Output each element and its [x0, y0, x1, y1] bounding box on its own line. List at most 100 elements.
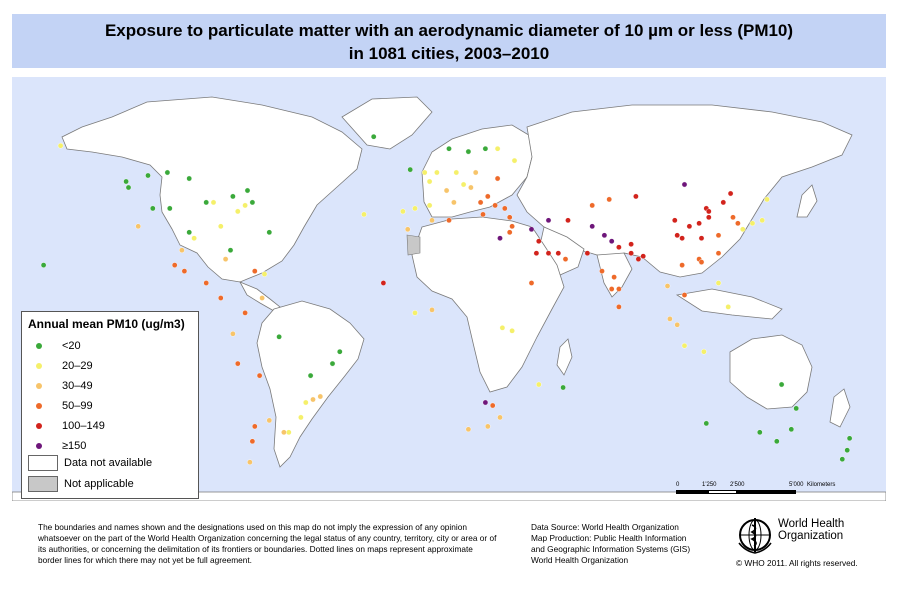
city-dot	[210, 199, 217, 206]
who-name-line-1: World Health	[778, 518, 845, 530]
city-dot	[249, 438, 256, 445]
city-dot	[555, 250, 562, 256]
who-emblem-icon	[738, 518, 772, 554]
data-source-block: Data Source: World Health Organization M…	[531, 522, 701, 566]
city-dot	[421, 169, 428, 176]
city-dot	[674, 232, 681, 239]
city-dot	[679, 235, 685, 241]
city-dot	[681, 181, 688, 188]
city-dot	[482, 145, 489, 152]
scale-unit: Kilometers	[807, 482, 836, 488]
purple-dot-icon	[36, 443, 42, 449]
legend-label: ≥150	[62, 440, 87, 452]
land-asia	[516, 104, 853, 278]
who-organization-name: World Health Organization	[778, 518, 844, 542]
city-dot	[706, 214, 712, 221]
city-dot	[480, 211, 486, 218]
city-dot	[606, 196, 613, 203]
city-dot	[40, 262, 47, 268]
city-dot	[261, 271, 268, 277]
city-dot	[266, 417, 273, 424]
city-dot	[298, 414, 304, 421]
scale-tick-5000: 5'000	[789, 482, 804, 488]
city-dot	[506, 214, 513, 221]
city-dot	[446, 217, 452, 224]
city-dot	[759, 217, 766, 224]
city-dot	[135, 223, 141, 230]
city-dot	[251, 268, 258, 274]
yellow-dot-icon	[36, 363, 42, 369]
scale-bar: 0 1'250 2'500 5'000 Kilometers	[676, 482, 846, 498]
city-dot	[404, 226, 411, 233]
city-dot	[281, 429, 287, 436]
land-antarctica-edge	[12, 491, 886, 501]
city-dot	[565, 217, 571, 224]
city-dot	[844, 447, 851, 454]
scale-segment	[676, 490, 708, 494]
city-dot	[536, 381, 542, 388]
city-dot	[616, 304, 622, 310]
legend-label: 30–49	[62, 380, 93, 392]
city-dots	[40, 133, 853, 466]
land-sea-islands	[675, 288, 783, 320]
city-dot	[259, 295, 265, 301]
city-dot	[672, 217, 678, 224]
city-dot	[171, 262, 178, 268]
city-dot	[227, 247, 234, 253]
city-dot	[679, 262, 685, 268]
city-dot	[477, 199, 484, 206]
city-dot	[429, 217, 435, 224]
city-dot	[310, 396, 316, 403]
city-dot	[489, 402, 496, 409]
city-dot	[145, 172, 151, 179]
city-dot	[317, 393, 324, 400]
city-dot	[545, 217, 552, 224]
city-dot	[511, 157, 518, 164]
city-dot	[446, 145, 452, 152]
land-japan	[796, 184, 818, 218]
city-dot	[740, 226, 746, 233]
city-dot	[412, 205, 418, 212]
city-dot	[203, 280, 209, 286]
data-not-available-label: Data not available	[64, 457, 153, 469]
city-dot	[230, 193, 236, 200]
land-australia	[729, 334, 813, 410]
city-dot	[494, 175, 501, 182]
city-dot	[249, 199, 256, 206]
city-dot	[788, 426, 795, 433]
legend: Annual mean PM10 (ug/m3) <20 20–29 30–49…	[21, 311, 199, 499]
city-dot	[616, 244, 622, 250]
map-title-band: Exposure to particulate matter with an a…	[12, 14, 886, 68]
city-dot	[506, 229, 513, 236]
city-dot	[601, 232, 608, 239]
green-dot-icon	[36, 343, 42, 349]
scale-tick-1250: 1'250	[702, 482, 717, 488]
city-dot	[536, 238, 542, 244]
city-dot	[429, 307, 435, 313]
city-dot	[611, 274, 617, 280]
city-dot	[242, 202, 248, 209]
legend-label: 20–29	[62, 360, 93, 372]
city-dot	[370, 133, 377, 140]
city-dot	[703, 420, 710, 427]
city-dot	[674, 321, 681, 328]
city-dot	[608, 238, 615, 244]
city-dot	[329, 360, 336, 367]
city-dot	[584, 250, 591, 256]
city-dot	[533, 250, 540, 256]
city-dot	[123, 178, 129, 185]
city-dot	[681, 292, 688, 298]
city-dot	[244, 187, 251, 194]
city-dot	[509, 327, 515, 334]
land-new-zealand	[829, 388, 851, 428]
data-not-available-swatch	[28, 455, 58, 471]
light-orange-dot-icon	[36, 383, 42, 389]
copyright: © WHO 2011. All rights reserved.	[736, 558, 858, 568]
not-applicable-label: Not applicable	[64, 478, 134, 490]
city-dot	[426, 178, 433, 185]
world-map-canvas	[12, 96, 886, 501]
city-dot	[465, 426, 472, 433]
city-dot	[778, 381, 785, 388]
city-dot	[285, 429, 292, 436]
city-dot	[242, 310, 248, 316]
